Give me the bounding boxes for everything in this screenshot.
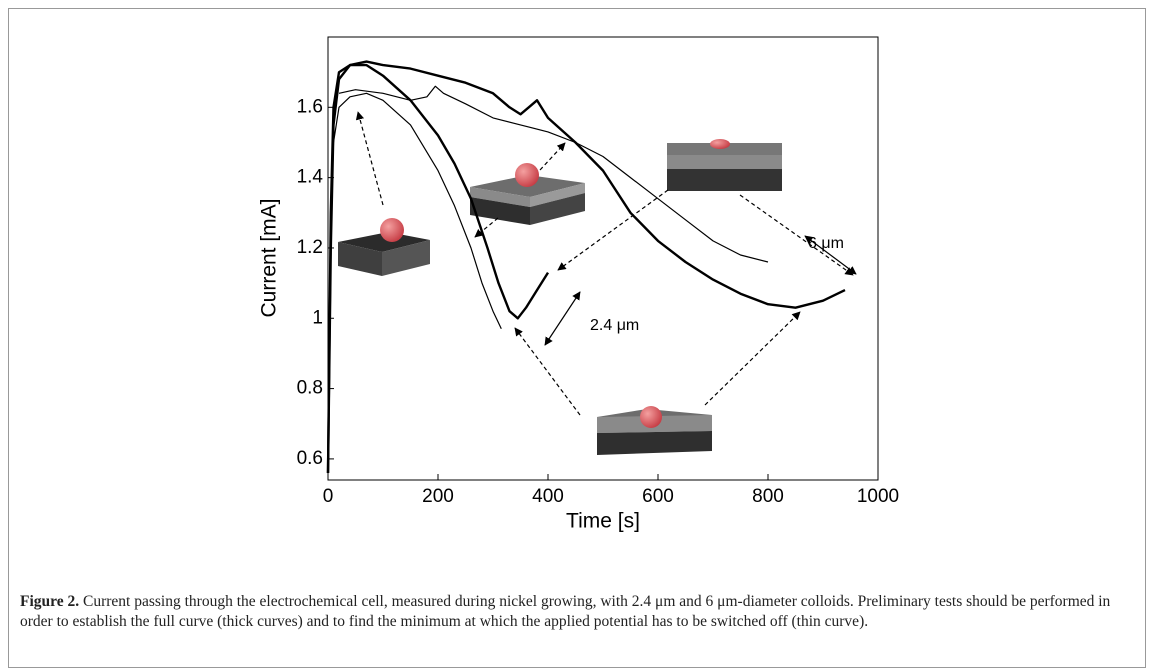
y-tick-label: 1.6 xyxy=(297,96,323,117)
x-tick-label: 400 xyxy=(532,486,564,507)
page: 2.4 μm 6 μm Time [s] Current [mA] 0 200 40… xyxy=(8,8,1146,668)
colloid-illustration xyxy=(470,163,585,225)
chart: 2.4 μm 6 μm Time [s] Current [mA] 0 200 40… xyxy=(258,36,899,533)
x-tick-label: 0 xyxy=(323,486,334,507)
x-tick-label: 200 xyxy=(422,486,454,507)
y-tick-label: 0.6 xyxy=(297,448,323,469)
y-tick-label: 1 xyxy=(312,307,323,328)
x-tick-label: 1000 xyxy=(857,486,899,507)
data-line xyxy=(327,92,502,474)
x-tick-label: 800 xyxy=(752,486,784,507)
colloid-illustration xyxy=(667,139,782,191)
y-tick-label: 1.4 xyxy=(297,167,324,188)
colloid-illustration xyxy=(597,406,712,455)
caption-text: Current passing through the electrochemi… xyxy=(20,593,1111,630)
x-axis-label: Time [s] xyxy=(566,510,640,533)
data-line xyxy=(338,85,769,263)
pointers xyxy=(355,111,857,416)
y-tick-label: 0.8 xyxy=(297,378,323,399)
colloid-illustration xyxy=(338,218,430,276)
annotation: 6 μm xyxy=(808,235,844,252)
caption: Figure 2. Current passing through the el… xyxy=(20,592,1130,632)
y-axis-label: Current [mA] xyxy=(258,198,281,317)
y-tick-label: 1.2 xyxy=(297,237,323,258)
x-tick-label: 600 xyxy=(642,486,674,507)
annotation: 2.4 μm xyxy=(590,317,639,334)
plot-frame xyxy=(327,36,879,481)
caption-label: Figure 2. xyxy=(20,593,80,610)
data-line xyxy=(326,63,550,474)
